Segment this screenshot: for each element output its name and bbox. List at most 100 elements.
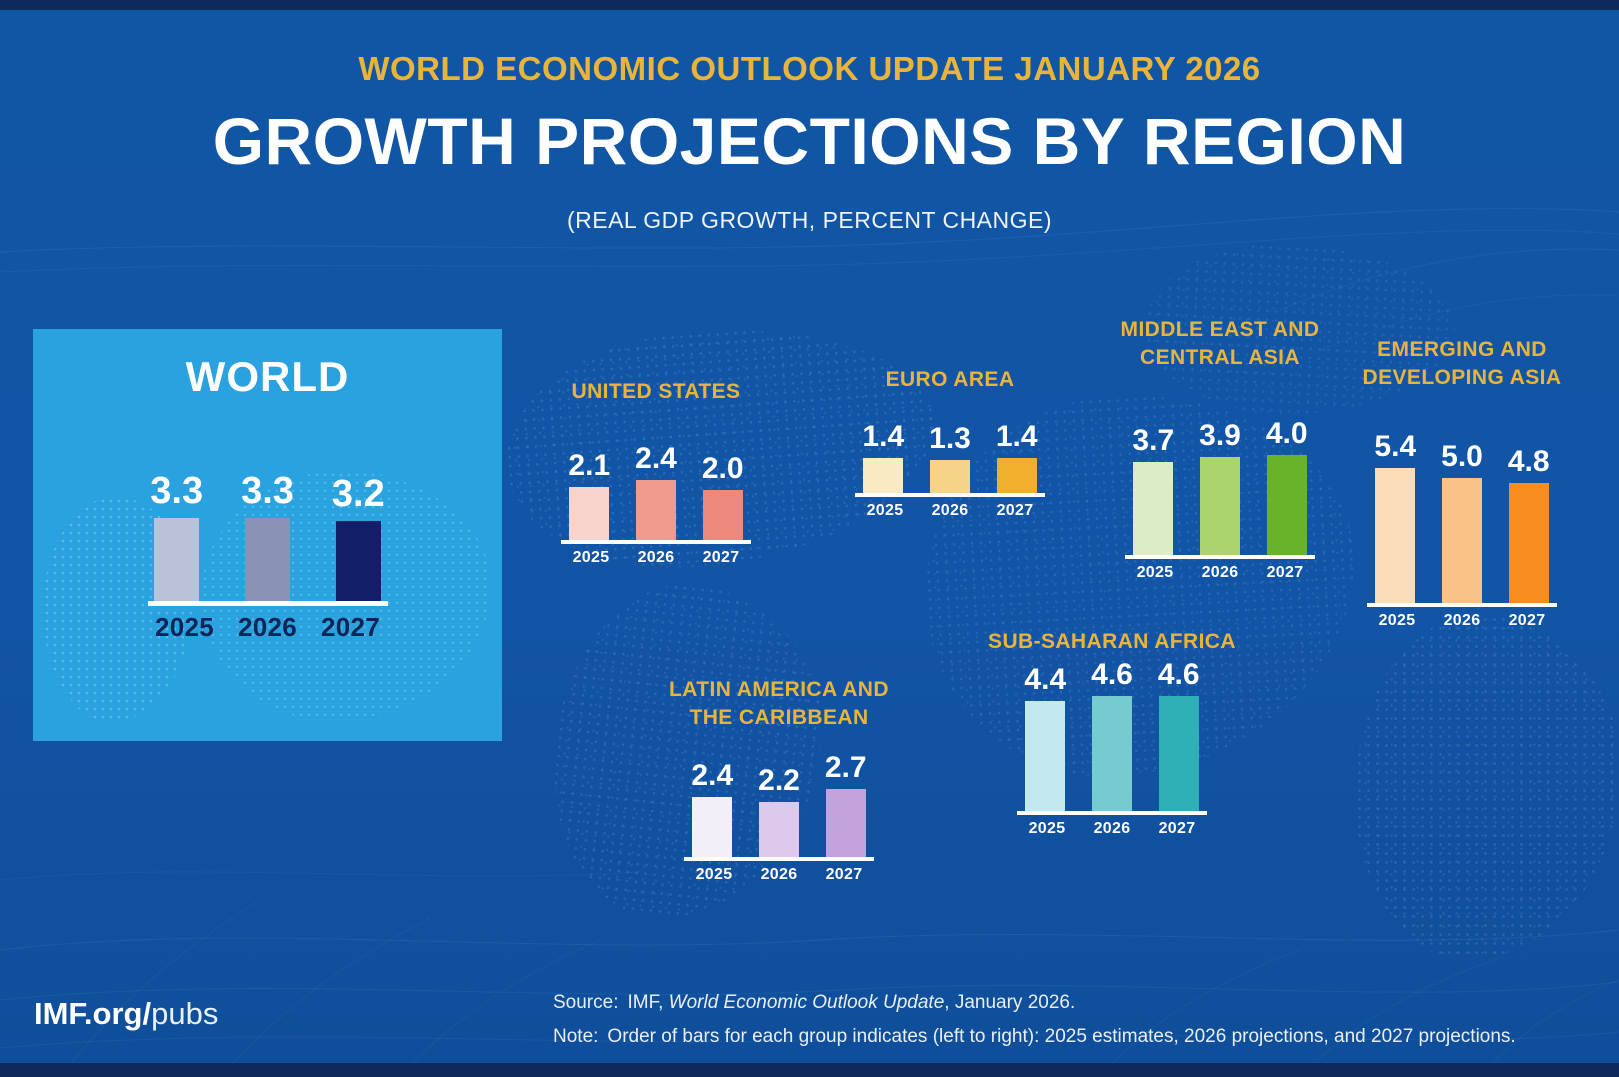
bar — [996, 458, 1037, 493]
bar-value-label: 1.4 — [995, 420, 1038, 453]
years-row: 2025 2026 2027 — [865, 502, 1035, 520]
bar — [692, 797, 733, 857]
year-label: 2027 — [320, 612, 381, 642]
chart-title-latin-america-caribbean: LATIN AMERICA AND THE CARIBBEAN — [669, 678, 889, 729]
years-row: 2025 2026 2027 — [1377, 612, 1547, 630]
year-cell: 2027 — [1507, 612, 1547, 630]
year-label: 2025 — [866, 502, 904, 519]
bar — [759, 802, 799, 857]
year-cell: 2026 — [930, 502, 970, 520]
source-label: Source: — [553, 992, 619, 1013]
year-label: 2026 — [931, 502, 969, 519]
bar-column: 3.7 — [1132, 426, 1174, 555]
year-label: 2027 — [1158, 820, 1196, 837]
year-label: 2025 — [154, 612, 215, 642]
bar-value-label: 2.0 — [701, 452, 744, 485]
years-row: 2025 2026 2027 — [1135, 564, 1305, 582]
bar-column: 5.0 — [1441, 442, 1483, 603]
bar-column: 3.3 — [241, 472, 294, 601]
years-row: 2025 2026 2027 — [155, 612, 380, 643]
bar-column: 2.1 — [568, 451, 610, 540]
axis-baseline — [684, 857, 874, 861]
year-cell: 2025 — [1027, 820, 1067, 838]
bar-column: 4.4 — [1024, 665, 1066, 811]
chart-title-middle-east-central-asia: MIDDLE EAST AND CENTRAL ASIA — [1120, 318, 1320, 369]
report-kicker: WORLD ECONOMIC OUTLOOK UPDATE JANUARY 20… — [358, 50, 1261, 87]
bar-column: 2.0 — [702, 454, 744, 540]
axis-baseline — [1017, 811, 1207, 815]
year-cell: 2026 — [759, 866, 799, 884]
year-cell: 2027 — [995, 502, 1035, 520]
year-cell: 2026 — [238, 612, 297, 643]
year-label: 2025 — [1028, 820, 1066, 837]
chart-title-sub-saharan-africa: SUB-SAHARAN AFRICA — [988, 630, 1236, 653]
chart-group-united-states: UNITED STATES 2.1 2.4 2.0 2025 2026 2027 — [541, 378, 771, 567]
year-label: 2027 — [1266, 564, 1304, 581]
year-label: 2027 — [996, 502, 1034, 519]
year-cell: 2027 — [824, 866, 864, 884]
year-label: 2025 — [1136, 564, 1174, 581]
year-label: 2025 — [695, 866, 733, 883]
map-dots-cluster — [1355, 615, 1619, 960]
source-pre: IMF, — [627, 992, 669, 1013]
page-subtitle: (REAL GDP GROWTH, PERCENT CHANGE) — [566, 207, 1053, 233]
bar-value-label: 1.4 — [862, 420, 905, 453]
bars-row: 3.7 3.9 4.0 — [1132, 419, 1308, 555]
bar-value-label: 5.4 — [1374, 430, 1417, 463]
note-text: Order of bars for each group indicates (… — [607, 1025, 1516, 1047]
axis-baseline — [1125, 555, 1315, 559]
year-label: 2026 — [1093, 820, 1131, 837]
year-label: 2026 — [1443, 612, 1481, 629]
bars-row: 2.4 2.2 2.7 — [691, 753, 867, 857]
bar — [930, 460, 970, 493]
source-post: , January 2026. — [944, 992, 1076, 1013]
chart-title-united-states: UNITED STATES — [571, 380, 741, 403]
axis-baseline — [1367, 603, 1557, 607]
year-cell: 2026 — [1092, 820, 1132, 838]
bar — [1442, 478, 1482, 603]
bar-column: 1.4 — [862, 422, 904, 493]
bar — [1092, 696, 1132, 811]
year-label: 2026 — [1201, 564, 1239, 581]
year-label: 2027 — [1508, 612, 1546, 629]
year-cell: 2026 — [1442, 612, 1482, 630]
bar — [702, 490, 743, 540]
bar-column: 4.6 — [1091, 660, 1133, 811]
bar-column: 2.4 — [691, 761, 733, 857]
year-cell: 2025 — [571, 549, 611, 567]
bar — [1508, 483, 1549, 603]
bar-value-label: 1.3 — [929, 422, 971, 455]
bar — [863, 458, 904, 493]
imf-pubs-brand: IMF.org/pubs — [34, 996, 218, 1032]
page-title: GROWTH PROJECTIONS BY REGION — [212, 104, 1407, 178]
bar-column: 4.6 — [1158, 660, 1200, 811]
bar-column: 2.2 — [758, 766, 800, 857]
bar — [1375, 468, 1416, 603]
chart-title-euro-area: EURO AREA — [885, 368, 1015, 391]
years-row: 2025 2026 2027 — [694, 866, 864, 884]
bar-column: 4.8 — [1508, 447, 1550, 603]
bar-value-label: 3.7 — [1132, 424, 1175, 457]
bars-row: 4.4 4.6 4.6 — [1024, 660, 1200, 811]
year-cell: 2025 — [1377, 612, 1417, 630]
years-row: 2025 2026 2027 — [571, 549, 741, 567]
chart-group-latin-america-caribbean: LATIN AMERICA AND THE CARIBBEAN 2.4 2.2 2.… — [654, 676, 904, 884]
bar — [244, 518, 290, 601]
bar-value-label: 3.3 — [150, 470, 204, 512]
bar-value-label: 2.4 — [635, 442, 677, 475]
bar-column: 3.2 — [332, 475, 385, 601]
bar-column: 1.3 — [929, 424, 971, 493]
year-label: 2025 — [572, 549, 610, 566]
chart-title-world: WORLD — [185, 353, 350, 400]
year-label: 2026 — [760, 866, 798, 883]
year-label: 2026 — [637, 549, 675, 566]
bottom-edge-strip — [0, 1063, 1619, 1077]
chart-group-middle-east-central-asia: MIDDLE EAST AND CENTRAL ASIA 3.7 3.9 4.0 2… — [1108, 316, 1332, 582]
year-label: 2027 — [702, 549, 740, 566]
footer-notes: Source: IMF, World Economic Outlook Updat… — [553, 986, 1516, 1054]
bar-value-label: 2.7 — [824, 751, 867, 784]
bar-column: 2.7 — [825, 753, 867, 857]
year-label: 2026 — [237, 612, 298, 642]
bar-value-label: 3.2 — [331, 473, 385, 515]
year-label: 2027 — [825, 866, 863, 883]
